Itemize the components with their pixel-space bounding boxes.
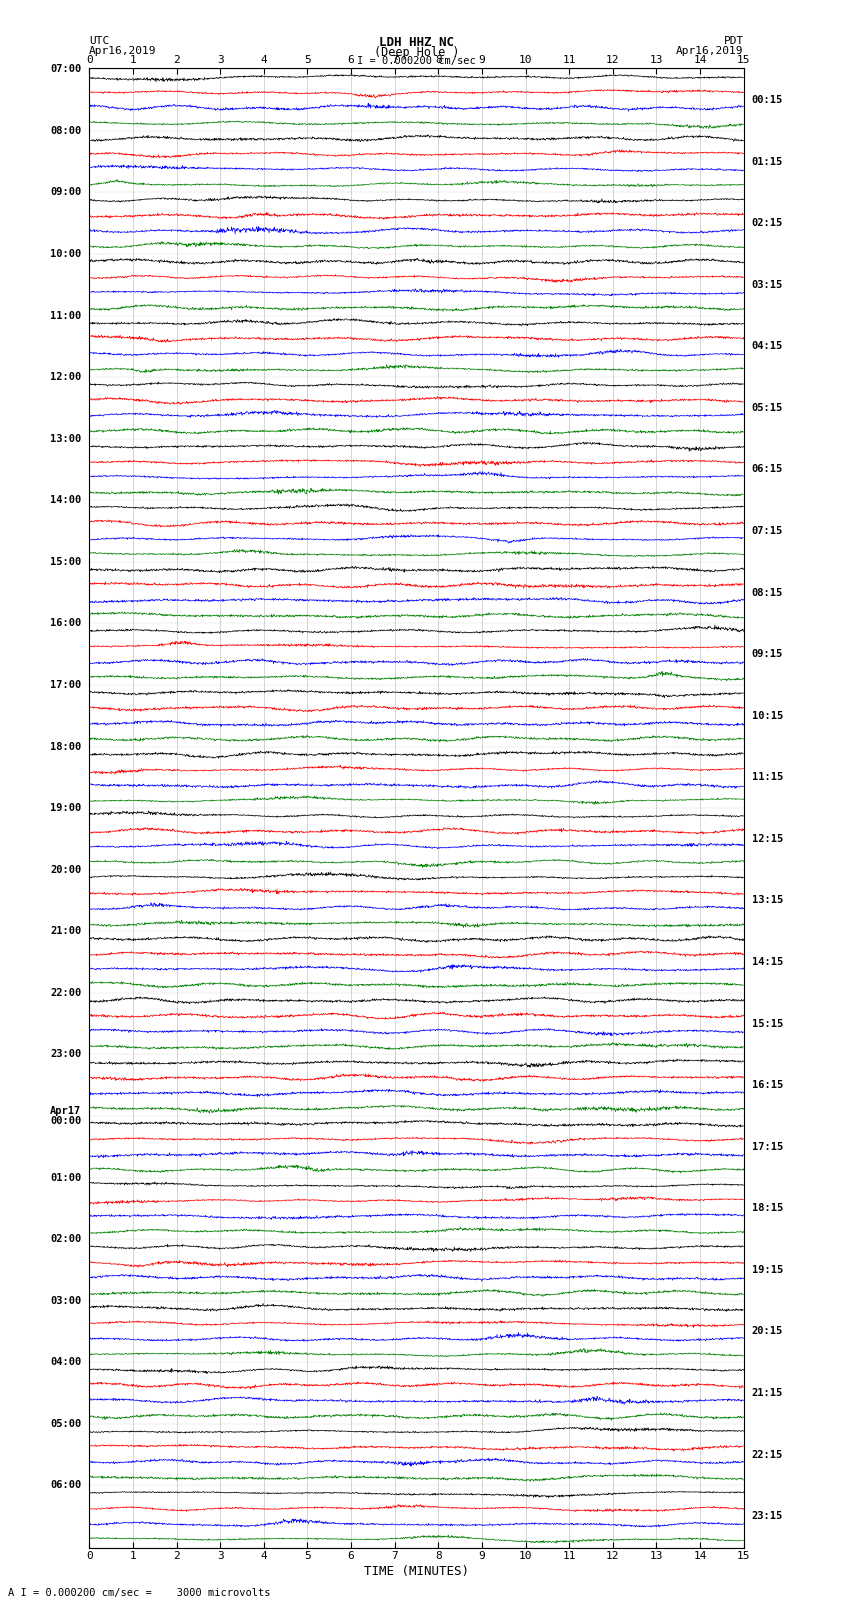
Text: LDH HHZ NC: LDH HHZ NC — [379, 37, 454, 50]
Text: UTC: UTC — [89, 37, 110, 47]
Text: 20:15: 20:15 — [751, 1326, 783, 1337]
Text: 05:00: 05:00 — [50, 1419, 82, 1429]
Text: 10:00: 10:00 — [50, 248, 82, 260]
Text: 18:00: 18:00 — [50, 742, 82, 752]
Text: 23:00: 23:00 — [50, 1050, 82, 1060]
Text: Apr16,2019: Apr16,2019 — [677, 45, 744, 56]
Text: 07:15: 07:15 — [751, 526, 783, 536]
Text: 17:00: 17:00 — [50, 681, 82, 690]
Text: Apr17
00:00: Apr17 00:00 — [50, 1105, 82, 1126]
Text: 00:15: 00:15 — [751, 95, 783, 105]
Text: 09:15: 09:15 — [751, 648, 783, 660]
Text: I = 0.000200 cm/sec: I = 0.000200 cm/sec — [357, 56, 476, 66]
Text: 11:15: 11:15 — [751, 773, 783, 782]
Text: 01:00: 01:00 — [50, 1173, 82, 1182]
Text: 02:00: 02:00 — [50, 1234, 82, 1244]
Text: 18:15: 18:15 — [751, 1203, 783, 1213]
Text: 16:15: 16:15 — [751, 1081, 783, 1090]
Text: 21:15: 21:15 — [751, 1389, 783, 1398]
Text: 08:00: 08:00 — [50, 126, 82, 135]
Text: A I = 0.000200 cm/sec =    3000 microvolts: A I = 0.000200 cm/sec = 3000 microvolts — [8, 1589, 271, 1598]
Text: 06:00: 06:00 — [50, 1481, 82, 1490]
Text: 22:15: 22:15 — [751, 1450, 783, 1460]
Text: 06:15: 06:15 — [751, 465, 783, 474]
Text: 19:00: 19:00 — [50, 803, 82, 813]
Text: 20:00: 20:00 — [50, 865, 82, 874]
Text: 01:15: 01:15 — [751, 156, 783, 166]
Text: 02:15: 02:15 — [751, 218, 783, 227]
Text: 16:00: 16:00 — [50, 618, 82, 629]
Text: 07:00: 07:00 — [50, 65, 82, 74]
Text: (Deep Hole ): (Deep Hole ) — [374, 45, 459, 60]
Text: 15:00: 15:00 — [50, 556, 82, 566]
Text: 22:00: 22:00 — [50, 987, 82, 998]
Text: 09:00: 09:00 — [50, 187, 82, 197]
Text: 11:00: 11:00 — [50, 311, 82, 321]
Text: 14:00: 14:00 — [50, 495, 82, 505]
Text: 13:15: 13:15 — [751, 895, 783, 905]
Text: 04:15: 04:15 — [751, 342, 783, 352]
Text: 23:15: 23:15 — [751, 1511, 783, 1521]
Text: 15:15: 15:15 — [751, 1018, 783, 1029]
Text: 10:15: 10:15 — [751, 711, 783, 721]
Text: 12:15: 12:15 — [751, 834, 783, 844]
Text: 13:00: 13:00 — [50, 434, 82, 444]
Text: Apr16,2019: Apr16,2019 — [89, 45, 156, 56]
Text: 17:15: 17:15 — [751, 1142, 783, 1152]
Text: PDT: PDT — [723, 37, 744, 47]
X-axis label: TIME (MINUTES): TIME (MINUTES) — [364, 1566, 469, 1579]
Text: 05:15: 05:15 — [751, 403, 783, 413]
Text: 21:00: 21:00 — [50, 926, 82, 936]
Text: 04:00: 04:00 — [50, 1357, 82, 1368]
Text: 19:15: 19:15 — [751, 1265, 783, 1274]
Text: 12:00: 12:00 — [50, 373, 82, 382]
Text: 08:15: 08:15 — [751, 587, 783, 598]
Text: 03:00: 03:00 — [50, 1295, 82, 1305]
Text: 03:15: 03:15 — [751, 279, 783, 290]
Text: 14:15: 14:15 — [751, 957, 783, 968]
